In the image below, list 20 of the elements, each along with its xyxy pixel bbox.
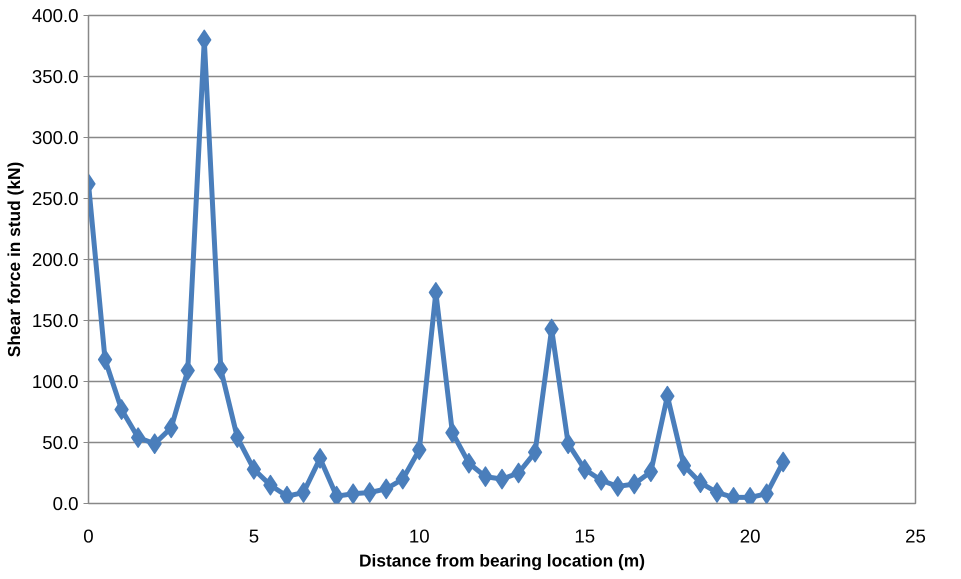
y-tick-label: 0.0 [52, 493, 79, 514]
y-tick-label: 400.0 [32, 5, 78, 26]
y-tick-label: 250.0 [32, 188, 78, 209]
y-tick-label: 150.0 [32, 310, 78, 331]
y-tick-label: 100.0 [32, 371, 78, 392]
point [759, 483, 774, 504]
x-axis-title: Distance from bearing location (m) [359, 550, 645, 570]
y-axis-title: Shear force in stud (kN) [4, 162, 24, 358]
x-tick-label: 25 [905, 526, 926, 546]
x-tick-label: 5 [248, 526, 260, 546]
y-tick-label: 350.0 [32, 66, 78, 87]
y-tick-label: 50.0 [42, 432, 78, 453]
point [346, 483, 360, 504]
point [511, 462, 526, 484]
y-tick-label: 300.0 [32, 127, 78, 148]
x-tick-label: 20 [740, 526, 760, 546]
y-tick-label: 200.0 [32, 249, 78, 270]
x-tick-label: 0 [83, 526, 94, 546]
x-tick-label: 10 [408, 526, 430, 546]
x-tick-label: 15 [574, 526, 596, 546]
